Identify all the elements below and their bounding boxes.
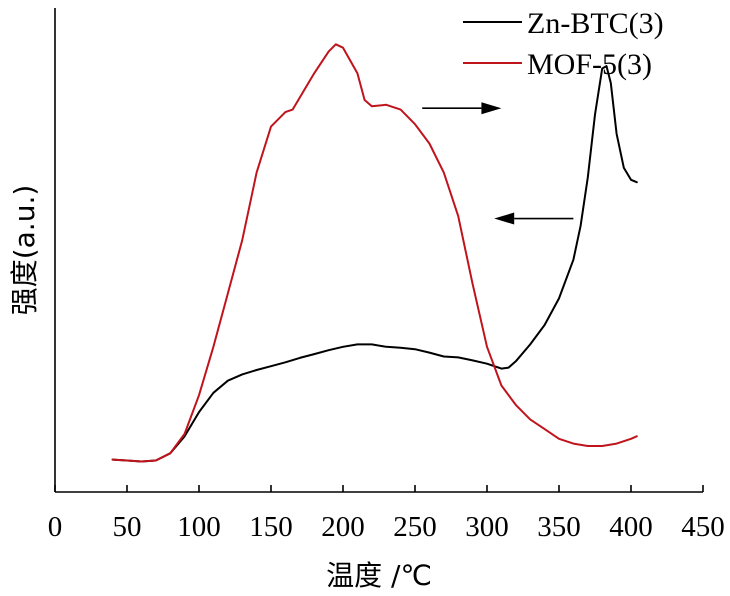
x-tick-label-450: 450: [681, 511, 725, 543]
legend-label-mof-5: MOF-5(3): [527, 48, 652, 81]
legend-label-zn-btc: Zn-BTC(3): [527, 7, 664, 40]
series-layer: [111, 43, 638, 463]
x-tick-label-400: 400: [609, 511, 653, 543]
series-line-0: [111, 65, 638, 463]
series-line-1: [111, 43, 638, 463]
x-ticks: 0 50 100 150 200 250 300 350 400 450: [48, 485, 725, 543]
x-tick-label-50: 50: [113, 511, 142, 543]
x-tick-label-150: 150: [249, 511, 293, 543]
x-tick-label-300: 300: [465, 511, 509, 543]
x-tick-label-100: 100: [177, 511, 221, 543]
x-tick-label-350: 350: [537, 511, 581, 543]
arrow-left: [494, 212, 574, 225]
annotation-arrows: [422, 102, 574, 225]
x-tick-label-250: 250: [393, 511, 437, 543]
legend: Zn-BTC(3) MOF-5(3): [463, 7, 664, 81]
arrow-right: [422, 102, 502, 115]
axes: [54, 8, 703, 493]
x-tick-label-0: 0: [48, 511, 63, 543]
y-axis-title: 强度(a.u.): [8, 185, 41, 316]
x-axis-title: 温度 /℃: [326, 559, 432, 592]
x-tick-label-200: 200: [321, 511, 365, 543]
